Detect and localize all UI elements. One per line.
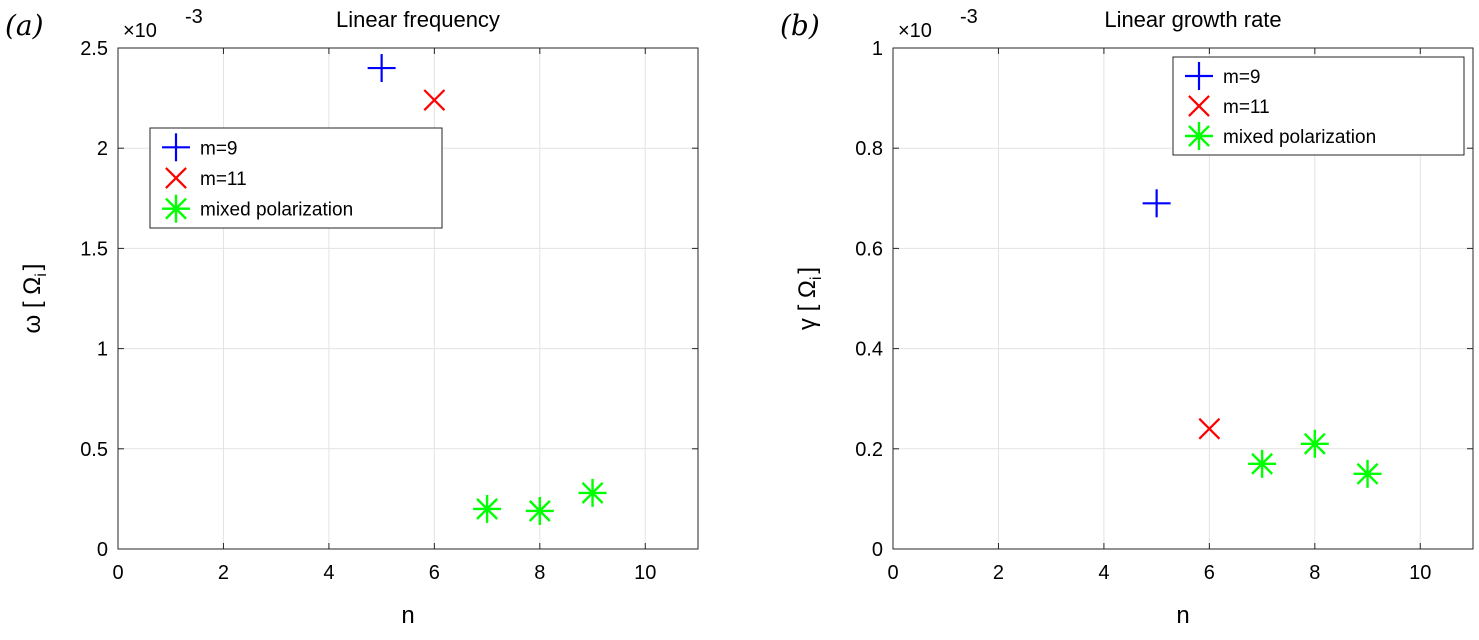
marker-stroke <box>1198 417 1221 440</box>
marker-stroke <box>581 481 604 504</box>
y-tick-label: 0.8 <box>855 138 883 160</box>
legend: m=9 m=11 mixed polarization <box>149 127 443 229</box>
x-tick-label: 4 <box>1098 562 1109 584</box>
x-tick-label: 10 <box>634 562 656 584</box>
x-tick-label: 2 <box>218 562 229 584</box>
data-point <box>473 494 502 523</box>
x-axis-label: n <box>1176 602 1189 629</box>
marker-stroke <box>423 89 446 111</box>
y-multiplier-exponent: -3 <box>960 6 978 28</box>
marker-stroke <box>1188 125 1210 147</box>
legend-box <box>1172 56 1465 156</box>
chart-title: Linear growth rate <box>1104 7 1281 32</box>
y-tick-label: 2.5 <box>80 38 108 60</box>
data-point <box>578 478 607 507</box>
y-axis-label-close: ] <box>794 267 821 274</box>
y-axis-label-subscript: i <box>808 277 825 281</box>
marker-stroke <box>165 197 187 220</box>
y-tick-label: 0.2 <box>855 439 883 461</box>
y-tick-label: 0.4 <box>855 339 883 361</box>
y-multiplier-exponent: -3 <box>185 6 203 28</box>
data-point <box>525 496 554 525</box>
x-tick-label: 6 <box>1204 562 1215 584</box>
y-tick-label: 0.5 <box>80 439 108 461</box>
y-axis-label: γ [ Ωi] <box>794 267 825 330</box>
marker-stroke <box>1251 452 1274 475</box>
y-axis-label: ω [ Ωi] <box>19 264 50 334</box>
x-tick-label: 4 <box>323 562 334 584</box>
data-point <box>1248 449 1277 478</box>
x-tick-label: 0 <box>887 562 898 584</box>
legend-entry: mixed polarization <box>200 200 353 221</box>
legend-marker <box>165 167 187 189</box>
y-tick-label: 0.6 <box>855 238 883 260</box>
legend-marker <box>162 194 190 223</box>
chart-title: Linear frequency <box>336 7 500 32</box>
legend-entry: m=9 <box>200 138 238 159</box>
axes-box <box>892 47 1474 550</box>
marker-stroke <box>1356 462 1379 485</box>
y-multiplier: ×10 <box>123 20 157 42</box>
series-m-9 <box>1142 189 1171 218</box>
legend-marker <box>1185 62 1213 90</box>
panel-a: 0 2 4 6 8 10 0 0.5 1 1.5 2 2.5 (a) Linear frequency ×1… <box>5 6 699 629</box>
axes-box <box>117 47 699 550</box>
panel-letter: (b) <box>780 9 820 42</box>
legend-marker <box>162 133 190 162</box>
legend: m=9 m=11 mixed polarization <box>1172 56 1465 156</box>
series-mixed-polarization <box>473 478 607 525</box>
data-point <box>1300 429 1329 458</box>
x-tick-label: 10 <box>1409 562 1431 584</box>
y-multiplier: ×10 <box>898 20 932 42</box>
y-axis-label-main: ω [ Ω <box>19 277 46 334</box>
series-mixed-polarization <box>1248 429 1382 488</box>
series-m-9 <box>367 54 396 83</box>
plot-area <box>118 48 698 549</box>
x-tick-label: 2 <box>993 562 1004 584</box>
y-tick-label: 0 <box>872 539 883 561</box>
data-point <box>1198 417 1221 440</box>
marker-stroke <box>1303 432 1326 455</box>
x-tick-label: 6 <box>429 562 440 584</box>
legend-entry: m=9 <box>1223 67 1261 88</box>
series-m-11 <box>423 89 446 111</box>
x-axis-label: n <box>401 602 414 629</box>
y-tick-label: 0 <box>97 539 108 561</box>
x-tick-label: 0 <box>112 562 123 584</box>
y-tick-label: 1 <box>872 38 883 60</box>
y-tick-label: 1 <box>97 339 108 361</box>
y-axis-label-close: ] <box>19 264 46 271</box>
data-point <box>367 54 396 83</box>
y-tick-label: 1.5 <box>80 238 108 260</box>
legend-marker <box>1185 122 1213 150</box>
panel-b: 0 2 4 6 8 10 0 0.2 0.4 0.6 0.8 1 (b) Linear growth ra… <box>780 6 1474 629</box>
y-axis-label-subscript: i <box>33 273 50 277</box>
legend-entry: m=11 <box>200 169 247 190</box>
y-tick-label: 2 <box>97 138 108 160</box>
y-axis-label-main: γ [ Ω <box>794 280 821 330</box>
legend-box <box>149 127 443 229</box>
series-m-11 <box>1198 417 1221 440</box>
x-tick-label: 8 <box>534 562 545 584</box>
marker-stroke <box>528 499 551 522</box>
legend-entry: mixed polarization <box>1223 127 1376 148</box>
x-tick-label: 8 <box>1309 562 1320 584</box>
data-point <box>423 89 446 111</box>
legend-marker <box>1188 95 1210 117</box>
data-point <box>1353 459 1382 488</box>
legend-entry: m=11 <box>1223 97 1270 118</box>
panel-letter: (a) <box>5 9 44 42</box>
marker-stroke <box>476 497 499 520</box>
marker-stroke <box>165 167 187 189</box>
data-point <box>1142 189 1171 218</box>
marker-stroke <box>1188 95 1210 117</box>
